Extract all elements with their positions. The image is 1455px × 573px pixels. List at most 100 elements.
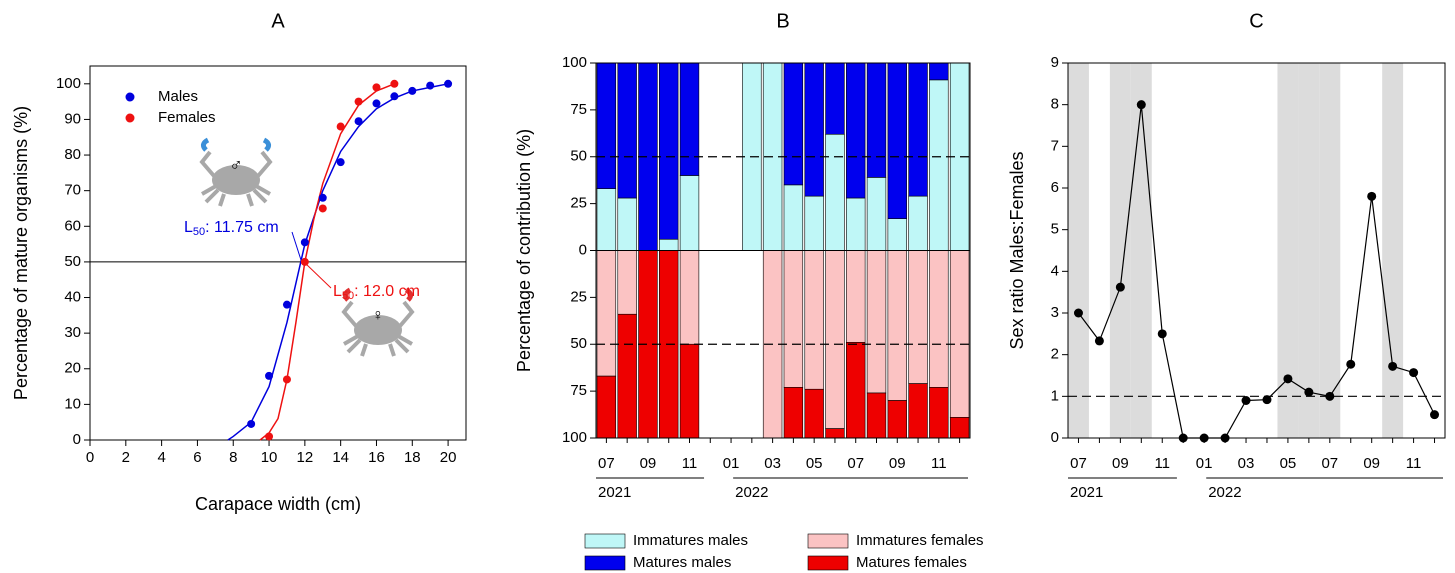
x-tick-label: 05	[806, 455, 823, 472]
data-point	[354, 117, 363, 126]
shaded-band	[1068, 63, 1089, 438]
icon-symbol: ♀	[372, 307, 384, 324]
year-label: 2021	[1070, 484, 1103, 501]
data-point	[1325, 391, 1335, 401]
bar-segment	[949, 250, 970, 418]
x-tick-label: 09	[640, 455, 657, 472]
data-point	[354, 97, 363, 106]
y-tick-label: 8	[1051, 96, 1059, 113]
data-point	[336, 122, 345, 131]
bar-segment	[929, 62, 949, 81]
bar-segment	[783, 184, 804, 251]
bar-segment	[804, 195, 824, 251]
legend-label: Females	[158, 109, 216, 126]
bar-segment	[783, 62, 804, 186]
y-tick-label: 20	[64, 360, 81, 377]
plot-frame	[595, 62, 971, 439]
y-tick-label: 7	[1051, 137, 1059, 154]
plot-frame	[1067, 62, 1446, 439]
bar-segment	[596, 62, 617, 189]
data-point	[390, 79, 399, 88]
x-tick-label: 07	[847, 455, 864, 472]
y-axis-label: Percentage of contribution (%)	[514, 129, 534, 372]
y-tick-label: 3	[1051, 304, 1059, 321]
x-tick-label: 6	[193, 449, 201, 466]
x-tick-label: 0	[86, 449, 94, 466]
x-tick-label: 05	[1280, 455, 1297, 472]
bar-segment	[866, 392, 887, 439]
bar-segment	[887, 62, 907, 219]
data-point	[282, 375, 291, 384]
y-tick-label: 100	[562, 429, 587, 446]
bar-segment	[825, 133, 845, 251]
data-point	[1346, 359, 1356, 369]
x-tick-label: 20	[440, 449, 457, 466]
data-point	[426, 81, 435, 90]
data-point	[1073, 308, 1083, 318]
y-tick-label: 40	[64, 288, 81, 305]
legend-label: Immatures females	[856, 532, 984, 549]
annotation-prefix: L	[184, 219, 193, 236]
y-tick-label: 90	[64, 110, 81, 127]
y-tick-label: 75	[570, 101, 587, 118]
bar-segment	[659, 62, 679, 240]
y-tick-label: 25	[570, 288, 587, 305]
bar-segment	[908, 250, 928, 384]
data-point	[1388, 361, 1398, 371]
legend-label: Males	[158, 88, 198, 105]
bar-segment	[617, 62, 637, 199]
y-tick-label: 0	[1051, 429, 1059, 446]
data-point	[318, 193, 327, 202]
y-tick-label: 1	[1051, 387, 1059, 404]
bar-segment	[908, 195, 928, 251]
y-tick-label: 70	[64, 182, 81, 199]
y-tick-label: 30	[64, 324, 81, 341]
shaded-band	[1298, 63, 1320, 438]
bar-segment	[887, 250, 907, 401]
legend-swatch	[584, 555, 626, 571]
x-tick-label: 09	[1112, 455, 1129, 472]
x-tick-label: 03	[1238, 455, 1255, 472]
year-label: 2021	[598, 484, 631, 501]
x-tick-label: 01	[723, 455, 740, 472]
x-tick-label: 11	[1406, 455, 1422, 472]
shaded-band	[1319, 63, 1341, 438]
x-tick-label: 03	[764, 455, 781, 472]
bar-segment	[596, 375, 617, 439]
x-tick-label: 01	[1196, 455, 1213, 472]
x-tick-label: 10	[261, 449, 278, 466]
x-tick-label: 4	[157, 449, 165, 466]
bar-segment	[887, 400, 907, 439]
data-point	[247, 419, 256, 428]
y-tick-label: 10	[64, 395, 81, 412]
legend-marker	[125, 92, 135, 102]
bar-segment	[596, 188, 617, 251]
leader-line	[291, 231, 302, 261]
data-point	[1157, 329, 1167, 339]
year-label: 2022	[735, 484, 768, 501]
legend-label: Matures females	[856, 554, 967, 571]
data-point	[1262, 395, 1272, 405]
bar-segment	[679, 62, 700, 176]
bar-segment	[846, 62, 866, 199]
y-tick-label: 50	[64, 253, 81, 270]
annotation-prefix: L	[333, 283, 342, 300]
y-tick-label: 25	[570, 195, 587, 212]
x-tick-label: 11	[1154, 455, 1170, 472]
data-point	[1094, 336, 1104, 346]
legend-swatch	[584, 533, 626, 549]
y-tick-label: 80	[64, 146, 81, 163]
bar-segment	[617, 197, 637, 251]
y-tick-label: 0	[579, 241, 587, 258]
annotation: L50: 12.0 cm	[333, 283, 420, 302]
bar-segment	[679, 250, 700, 345]
x-tick-label: 2	[122, 449, 130, 466]
bar-segment	[804, 62, 824, 197]
bar-segment	[929, 387, 949, 439]
data-point	[1136, 100, 1146, 110]
data-point	[300, 238, 309, 247]
shaded-band	[1109, 63, 1131, 438]
bar-segment	[887, 218, 907, 251]
x-tick-label: 8	[229, 449, 237, 466]
